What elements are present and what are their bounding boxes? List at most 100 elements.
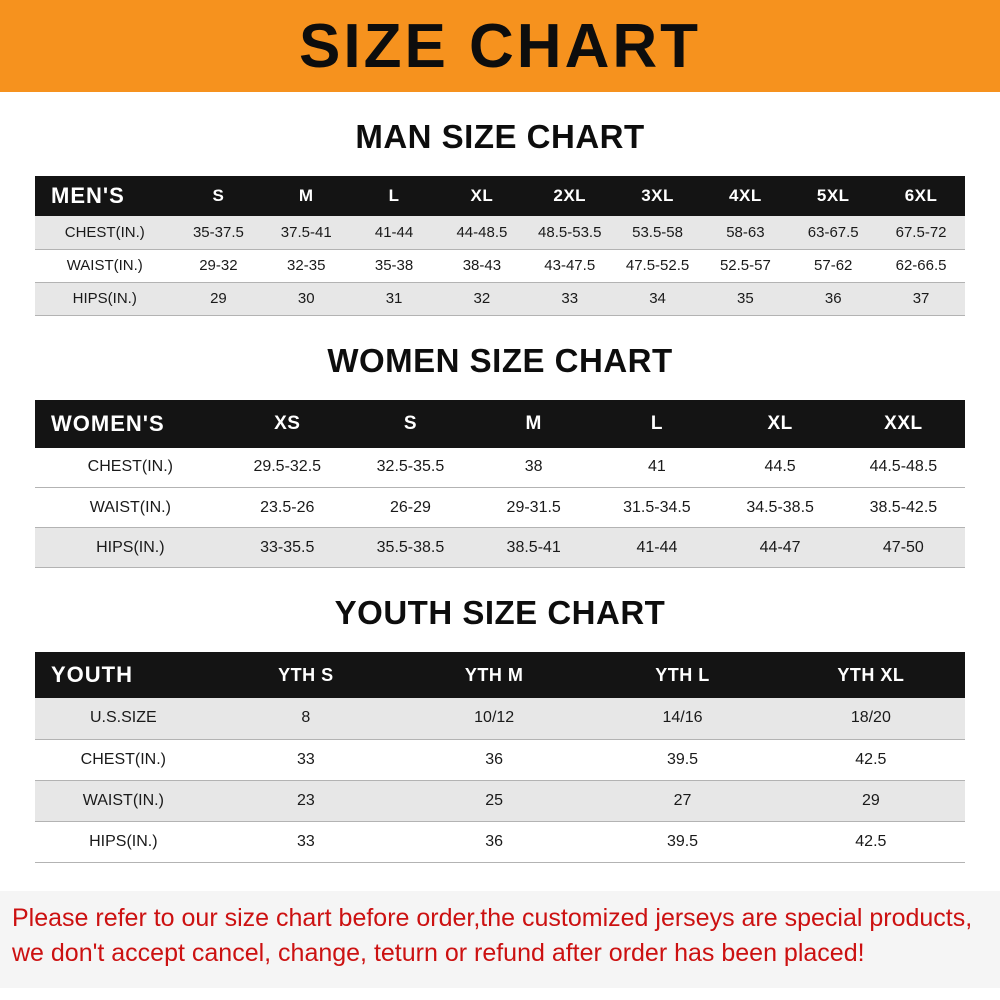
size-value: 29-31.5	[472, 487, 596, 528]
size-column-header: YTH XL	[776, 652, 965, 698]
size-value: 35	[701, 282, 790, 316]
size-column-header: L	[595, 399, 719, 448]
size-value: 26-29	[348, 487, 473, 528]
banner-title: SIZE CHART	[299, 11, 701, 81]
size-value: 52.5-57	[701, 249, 790, 283]
row-label: HIPS(IN.)	[35, 282, 175, 316]
size-value: 10/12	[400, 698, 589, 740]
size-column-header: 3XL	[613, 176, 702, 216]
size-value: 33	[211, 739, 401, 781]
size-value: 32-35	[262, 249, 351, 283]
size-value: 29-32	[174, 249, 263, 283]
table-header-row: MEN'S S M L XL 2XL 3XL 4XL 5XL 6XL	[35, 176, 965, 216]
size-column-header: XL	[718, 399, 842, 448]
size-value: 35-37.5	[174, 216, 263, 250]
size-value: 41-44	[350, 216, 438, 250]
size-value: 44-48.5	[437, 216, 526, 250]
table-row: HIPS(IN.) 29 30 31 32 33 34 35 36 37	[35, 282, 965, 316]
size-column-header: M	[472, 399, 596, 448]
size-value: 25	[400, 780, 589, 822]
man-size-table: MEN'S S M L XL 2XL 3XL 4XL 5XL 6XL CHEST(IN.) 35-37…	[35, 176, 965, 316]
size-value: 31.5-34.5	[595, 487, 719, 528]
table-row: CHEST(IN.) 35-37.5 37.5-41 41-44 44-48.5 48.5…	[35, 216, 965, 250]
women-size-chart-section: WOMEN SIZE CHART WOMEN'S XS S M L XL XXL CHEST(…	[0, 341, 1000, 568]
table-category-header: YOUTH	[35, 652, 212, 698]
table-category-header: MEN'S	[35, 176, 175, 216]
size-value: 67.5-72	[877, 216, 965, 250]
size-value: 23.5-26	[225, 487, 349, 528]
row-label: WAIST(IN.)	[35, 780, 212, 822]
size-value: 36	[400, 821, 589, 863]
table-header-row: WOMEN'S XS S M L XL XXL	[35, 399, 965, 448]
table-row: WAIST(IN.) 23 25 27 29	[35, 780, 965, 822]
disclaimer-line-2: we don't accept cancel, change, teturn o…	[12, 939, 865, 967]
size-column-header: YTH S	[211, 652, 401, 698]
size-value: 8	[211, 698, 401, 740]
size-value: 14/16	[588, 698, 777, 740]
size-value: 27	[588, 780, 777, 822]
row-label: WAIST(IN.)	[35, 249, 175, 283]
size-value: 48.5-53.5	[525, 216, 614, 250]
size-chart-banner: SIZE CHART	[0, 0, 1000, 92]
table-category-header: WOMEN'S	[35, 399, 226, 448]
size-value: 44-47	[718, 527, 842, 568]
women-size-table: WOMEN'S XS S M L XL XXL CHEST(IN.) 29.5-32.5 32.5…	[35, 399, 965, 568]
table-row: U.S.SIZE 8 10/12 14/16 18/20	[35, 698, 965, 740]
size-value: 37.5-41	[262, 216, 351, 250]
row-label: HIPS(IN.)	[35, 527, 226, 568]
size-value: 41	[595, 447, 719, 488]
size-value: 34	[613, 282, 702, 316]
table-row: HIPS(IN.) 33-35.5 35.5-38.5 38.5-41 41-44 44-…	[35, 527, 965, 568]
size-column-header: YTH M	[400, 652, 589, 698]
table-row: HIPS(IN.) 33 36 39.5 42.5	[35, 821, 965, 863]
size-value: 42.5	[776, 821, 965, 863]
size-value: 29	[776, 780, 965, 822]
size-value: 47-50	[841, 527, 965, 568]
size-value: 62-66.5	[877, 249, 965, 283]
size-value: 42.5	[776, 739, 965, 781]
row-label: WAIST(IN.)	[35, 487, 226, 528]
size-value: 37	[877, 282, 965, 316]
table-row: WAIST(IN.) 29-32 32-35 35-38 38-43 43-47.5 47.…	[35, 249, 965, 283]
size-value: 30	[262, 282, 351, 316]
man-size-chart-section: MAN SIZE CHART MEN'S S M L XL 2XL 3XL 4XL 5XL 6XL…	[0, 118, 1000, 316]
size-value: 35-38	[350, 249, 438, 283]
size-value: 58-63	[701, 216, 790, 250]
size-column-header: XS	[225, 399, 349, 448]
size-value: 39.5	[588, 821, 777, 863]
disclaimer-note: Please refer to our size chart before or…	[0, 890, 1000, 988]
size-value: 38.5-42.5	[841, 487, 965, 528]
size-column-header: S	[174, 176, 263, 216]
size-value: 23	[211, 780, 401, 822]
size-value: 57-62	[789, 249, 878, 283]
women-chart-heading: WOMEN SIZE CHART	[327, 341, 673, 379]
table-row: CHEST(IN.) 33 36 39.5 42.5	[35, 739, 965, 781]
size-value: 43-47.5	[525, 249, 614, 283]
row-label: U.S.SIZE	[35, 698, 212, 740]
table-header-row: YOUTH YTH S YTH M YTH L YTH XL	[35, 652, 965, 698]
size-value: 33-35.5	[225, 527, 349, 568]
size-value: 35.5-38.5	[348, 527, 473, 568]
size-value: 32.5-35.5	[348, 447, 473, 488]
size-column-header: 2XL	[525, 176, 614, 216]
size-value: 41-44	[595, 527, 719, 568]
row-label: CHEST(IN.)	[35, 216, 175, 250]
youth-size-chart-section: YOUTH SIZE CHART YOUTH YTH S YTH M YTH L YTH…	[0, 594, 1000, 863]
size-value: 29.5-32.5	[225, 447, 349, 488]
size-column-header: M	[262, 176, 351, 216]
size-value: 44.5	[718, 447, 842, 488]
size-value: 53.5-58	[613, 216, 702, 250]
youth-chart-heading: YOUTH SIZE CHART	[334, 594, 666, 631]
size-value: 31	[350, 282, 438, 316]
man-chart-heading: MAN SIZE CHART	[355, 118, 645, 155]
size-column-header: 6XL	[877, 176, 965, 216]
table-row: CHEST(IN.) 29.5-32.5 32.5-35.5 38 41 44.5 44.5…	[35, 447, 965, 488]
row-label: CHEST(IN.)	[35, 447, 226, 488]
size-value: 36	[400, 739, 589, 781]
size-value: 36	[789, 282, 878, 316]
size-column-header: YTH L	[588, 652, 777, 698]
size-value: 39.5	[588, 739, 777, 781]
row-label: CHEST(IN.)	[35, 739, 212, 781]
size-value: 38-43	[437, 249, 526, 283]
size-value: 34.5-38.5	[718, 487, 842, 528]
